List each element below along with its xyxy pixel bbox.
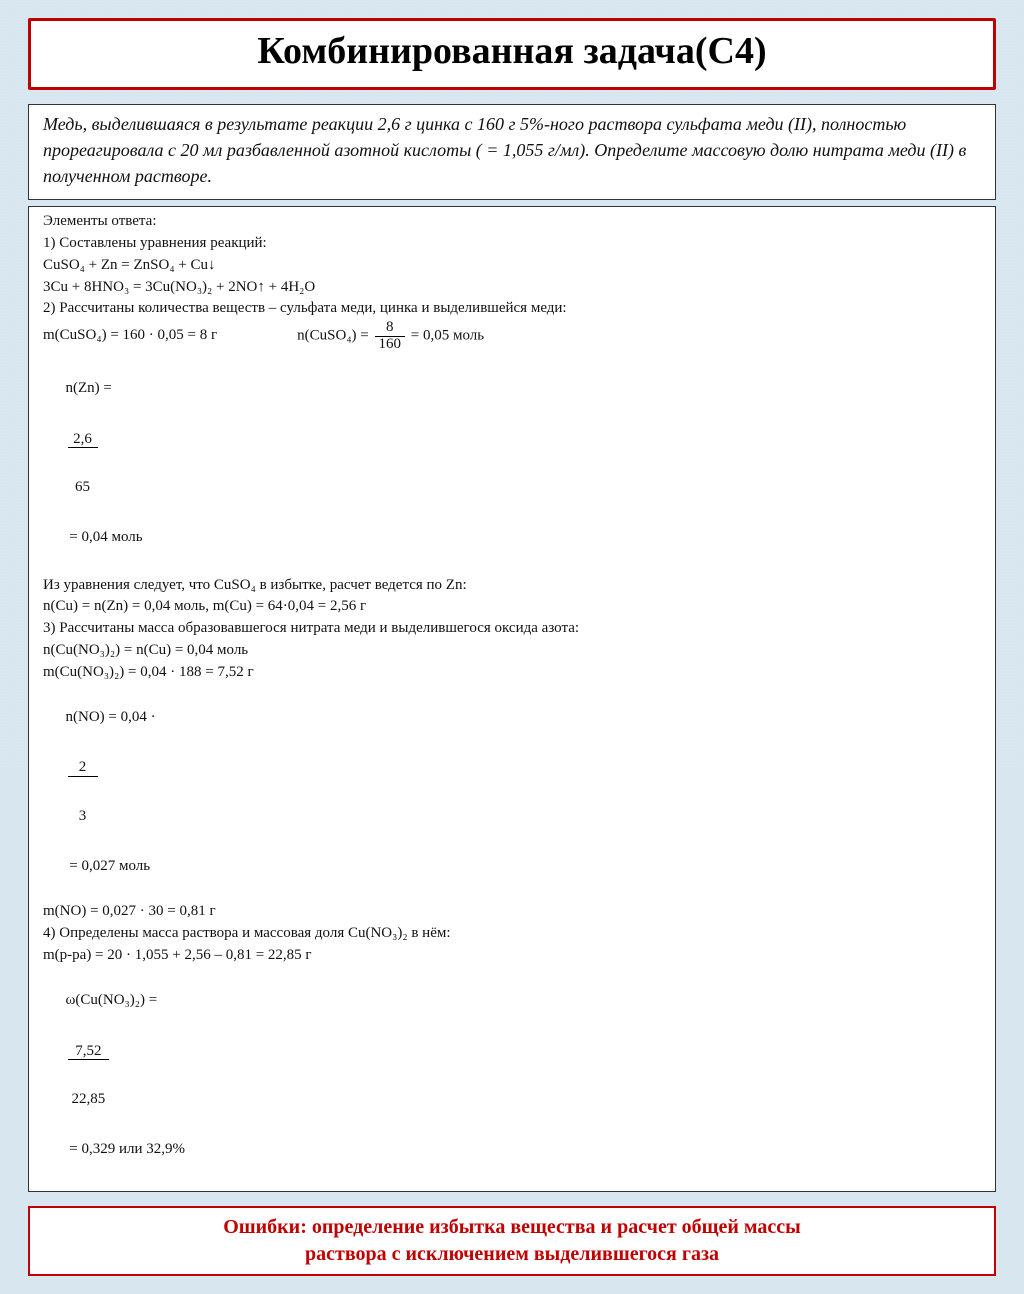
n-zn-suffix: = 0,04 моль <box>66 529 143 545</box>
frac-den: 22,85 <box>68 1092 110 1108</box>
step4-label: 4) Определены масса раствора и массовая … <box>43 923 981 945</box>
n-no-prefix: n(NO) = 0,04 · <box>66 709 160 725</box>
n-zn: n(Zn) = 2,6 65 = 0,04 моль <box>43 357 981 571</box>
m-solution: m(р-ра) = 20 · 1,055 + 2,56 – 0,81 = 22,… <box>43 945 981 967</box>
excess-line: Из уравнения следует, что CuSO₄ в избытк… <box>43 575 981 597</box>
frac-den: 65 <box>68 480 98 496</box>
solution-panel: Элементы ответа: 1) Составлены уравнения… <box>28 206 996 1191</box>
n-no-frac: 2 3 <box>68 729 98 856</box>
slide-title: Комбинированная задача(С4) <box>51 29 973 73</box>
w-result: ω(Cu(NO₃)₂) = 7,52 22,85 = 0,329 или 32,… <box>43 969 981 1183</box>
solution-heading: Элементы ответа: <box>43 211 981 233</box>
n-zn-prefix: n(Zn) = <box>66 380 116 396</box>
w-frac: 7,52 22,85 <box>68 1012 110 1139</box>
cuso4-row: m(CuSO₄) = 160 · 0,05 = 8 г n(CuSO₄) = 8… <box>43 320 981 353</box>
error-panel: Ошибки: определение избытка вещества и р… <box>28 1206 996 1276</box>
m-cuno3: m(Cu(NO₃)₂) = 0,04 · 188 = 7,52 г <box>43 662 981 684</box>
frac-num: 7,52 <box>68 1044 110 1061</box>
problem-text: Медь, выделившаяся в результате реакции … <box>43 111 981 189</box>
error-line-1: Ошибки: определение избытка вещества и р… <box>40 1214 984 1241</box>
frac-num: 2 <box>68 760 98 777</box>
n-no: n(NO) = 0,04 · 2 3 = 0,027 моль <box>43 685 981 899</box>
error-line-2: раствора с исключением выделившегося газ… <box>40 1241 984 1268</box>
w-suffix: = 0,329 или 32,9% <box>66 1141 186 1157</box>
n-cuno3: n(Cu(NO₃)₂) = n(Cu) = 0,04 моль <box>43 640 981 662</box>
title-panel: Комбинированная задача(С4) <box>28 18 996 90</box>
frac-num: 2,6 <box>68 432 98 449</box>
n-zn-frac: 2,6 65 <box>68 400 98 527</box>
step3-label: 3) Рассчитаны масса образовавшегося нитр… <box>43 618 981 640</box>
step2-label: 2) Рассчитаны количества веществ – сульф… <box>43 298 981 320</box>
n-cuso4-frac: 8 160 <box>375 320 406 353</box>
frac-num: 8 <box>375 320 406 337</box>
equation-2: 3Cu + 8HNO₃ = 3Cu(NO₃)₂ + 2NO↑ + 4H₂O <box>43 277 981 299</box>
m-cuso4: m(CuSO₄) = 160 · 0,05 = 8 г <box>43 325 217 347</box>
w-prefix: ω(Cu(NO₃)₂) = <box>66 992 161 1008</box>
n-no-suffix: = 0,027 моль <box>66 858 151 874</box>
n-cuso4: n(CuSO₄) = 8 160 = 0,05 моль <box>297 320 484 353</box>
m-no: m(NO) = 0,027 · 30 = 0,81 г <box>43 901 981 923</box>
problem-panel: Медь, выделившаяся в результате реакции … <box>28 104 996 200</box>
cu-calc: n(Cu) = n(Zn) = 0,04 моль, m(Cu) = 64·0,… <box>43 596 981 618</box>
frac-den: 160 <box>375 337 406 353</box>
n-cuso4-suffix: = 0,05 моль <box>411 328 484 344</box>
step1-label: 1) Составлены уравнения реакций: <box>43 233 981 255</box>
equation-1: CuSO₄ + Zn = ZnSO₄ + Cu↓ <box>43 255 981 277</box>
frac-den: 3 <box>68 809 98 825</box>
n-cuso4-prefix: n(CuSO₄) = <box>297 328 372 344</box>
